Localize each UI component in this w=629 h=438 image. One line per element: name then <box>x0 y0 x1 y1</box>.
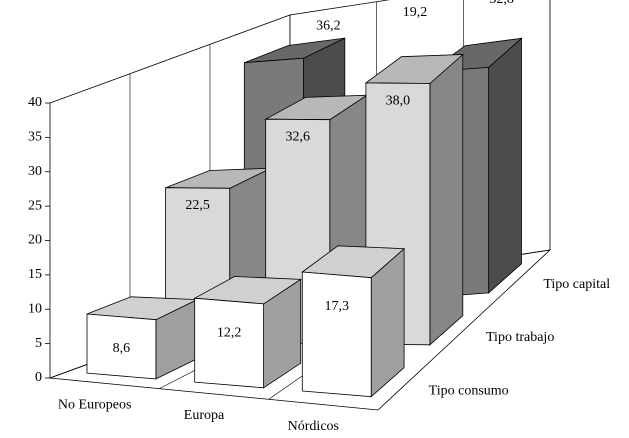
value-label: 17,3 <box>325 299 350 314</box>
bar-side <box>488 37 522 294</box>
y-tick-label: 10 <box>28 301 42 316</box>
bar-front <box>86 313 157 380</box>
bar-front <box>194 297 265 389</box>
bar-front <box>301 271 372 398</box>
y-tick-label: 35 <box>28 130 42 145</box>
y-tick-label: 25 <box>28 198 42 213</box>
series-label: Tipo consumo <box>429 384 509 399</box>
value-label: 36,2 <box>316 19 341 34</box>
value-label: 8,6 <box>113 341 131 356</box>
bar <box>193 276 302 389</box>
value-label: 32,6 <box>286 130 311 145</box>
value-label: 38,0 <box>386 93 411 108</box>
x-tick-label: No Europeos <box>58 398 132 413</box>
bar <box>301 245 406 398</box>
value-label: 22,5 <box>185 198 210 213</box>
y-tick-label: 15 <box>28 267 42 282</box>
bar <box>86 296 198 380</box>
y-tick-label: 30 <box>28 164 42 179</box>
y-tick-label: 0 <box>35 370 42 385</box>
y-tick-label: 20 <box>28 233 42 248</box>
x-tick-label: Nórdicos <box>288 419 339 434</box>
series-label: Tipo trabajo <box>486 330 554 345</box>
value-label: 19,2 <box>403 5 428 20</box>
x-tick-label: Europa <box>184 408 225 423</box>
bar-side <box>429 53 464 346</box>
y-tick-label: 5 <box>35 336 42 351</box>
series-label: Tipo capital <box>543 277 610 292</box>
value-label: 12,2 <box>217 325 242 340</box>
value-label: 32,8 <box>489 0 514 7</box>
y-tick-label: 40 <box>28 95 42 110</box>
